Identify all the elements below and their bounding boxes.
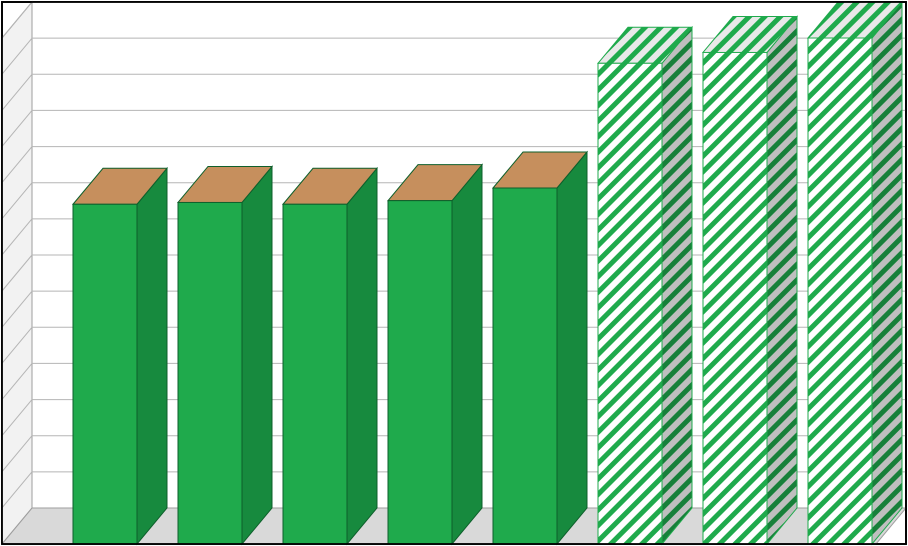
bar-chart-3d: [0, 0, 908, 546]
bar: [283, 168, 377, 544]
bar: [493, 152, 587, 544]
bar: [73, 168, 167, 544]
bar: [388, 165, 482, 544]
chart-svg: [0, 0, 908, 546]
bar: [178, 166, 272, 544]
bar: [808, 2, 902, 544]
bar: [703, 16, 797, 544]
bar: [598, 27, 692, 544]
